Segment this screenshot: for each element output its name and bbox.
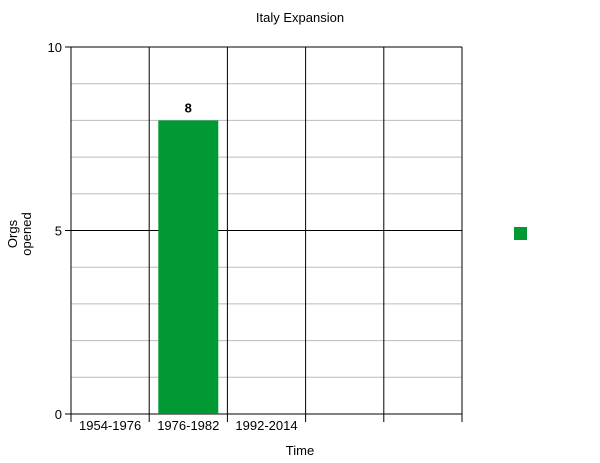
bar bbox=[158, 120, 219, 415]
y-tick-label: 0 bbox=[55, 407, 62, 422]
legend-swatch bbox=[514, 227, 527, 240]
y-tick-label: 5 bbox=[55, 224, 62, 239]
chart-title: Italy Expansion bbox=[256, 10, 344, 25]
x-tick-label: 1976-1982 bbox=[157, 418, 219, 433]
x-axis-label: Time bbox=[286, 443, 314, 458]
x-tick-label: 1954-1976 bbox=[79, 418, 141, 433]
y-axis-label: Orgsopened bbox=[5, 212, 34, 255]
data-label: 8 bbox=[185, 100, 192, 115]
y-tick-label: 10 bbox=[48, 40, 62, 55]
x-tick-label: 1992-2014 bbox=[235, 418, 297, 433]
